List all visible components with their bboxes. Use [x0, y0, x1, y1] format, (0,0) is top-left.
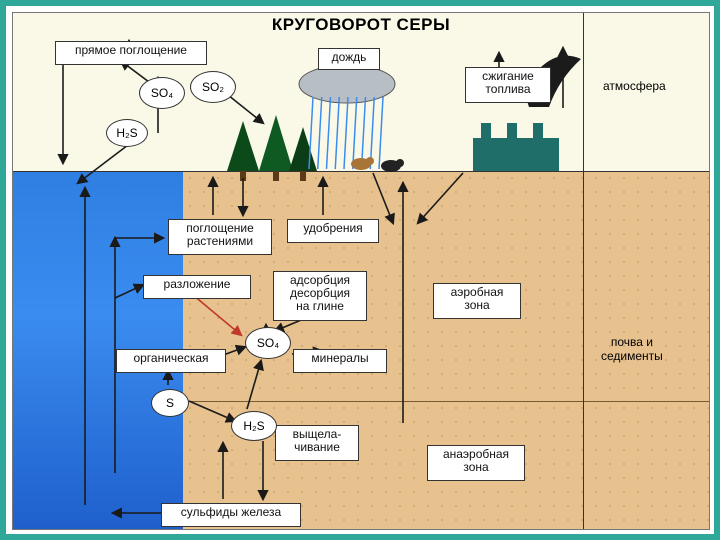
diagram-title: КРУГОВОРОТ СЕРЫ — [13, 15, 709, 35]
oval-h2s-sky: H₂S — [106, 119, 148, 147]
oval-so4-sky: SO₄ — [139, 77, 185, 109]
oval-h2s-soil: H₂S — [231, 411, 277, 441]
oval-s-soil: S — [151, 389, 189, 417]
teal-border: КРУГОВОРОТ СЕРЫ прям — [0, 0, 720, 540]
box-direct-uptake: прямое поглощение — [55, 41, 207, 65]
box-anaerobic-zone: анаэробная зона — [427, 445, 525, 481]
ground-line — [13, 171, 709, 172]
box-fuel-burning: сжигание топлива — [465, 67, 551, 103]
oval-so4-soil: SO₄ — [245, 327, 291, 359]
box-adsorption: адсорбция десорбция на глине — [273, 271, 367, 321]
box-organic: органическая — [116, 349, 226, 373]
zone-atmosphere: атмосфера — [603, 79, 666, 93]
zone-soil-sediments: почва и седименты — [601, 335, 663, 363]
box-aerobic-zone: аэробная зона — [433, 283, 521, 319]
box-rain: дождь — [318, 48, 380, 70]
box-plant-uptake: поглощение растениями — [168, 219, 272, 255]
box-iron-sulfides: сульфиды железа — [161, 503, 301, 527]
anaerobic-divider — [183, 401, 709, 402]
box-decomposition: разложение — [143, 275, 251, 299]
oval-so2-sky: SO₂ — [190, 71, 236, 103]
box-leaching: выщела- чивание — [275, 425, 359, 461]
diagram-canvas: КРУГОВОРОТ СЕРЫ прям — [12, 12, 710, 530]
white-frame: КРУГОВОРОТ СЕРЫ прям — [6, 6, 714, 534]
zone-divider-vertical — [583, 13, 584, 529]
box-minerals: минералы — [293, 349, 387, 373]
box-fertilizers: удобрения — [287, 219, 379, 243]
